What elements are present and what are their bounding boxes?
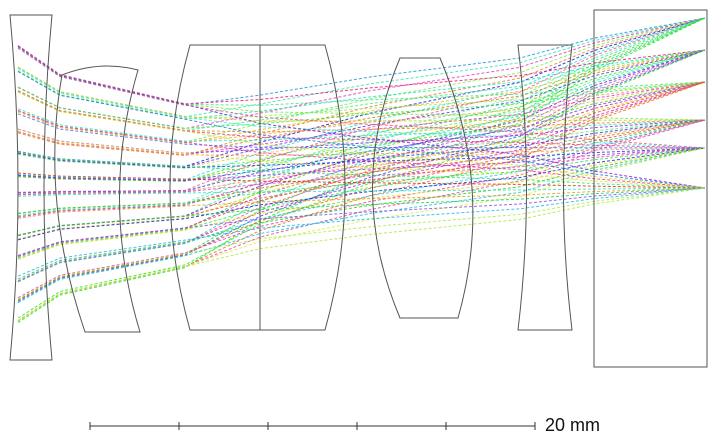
ray xyxy=(18,148,705,279)
scale-label: 20 mm xyxy=(545,415,600,433)
lens-layout: 20 mm xyxy=(0,0,708,433)
ray xyxy=(18,67,705,121)
ray xyxy=(18,18,705,129)
page: 20 mm (() => { const data = JSON.parse(d… xyxy=(0,0,708,433)
ray-bundle xyxy=(18,18,705,323)
scale-bar xyxy=(90,422,535,430)
ray xyxy=(18,188,705,321)
ray xyxy=(18,50,705,143)
lens-element xyxy=(10,15,52,360)
lens-element xyxy=(373,58,473,318)
